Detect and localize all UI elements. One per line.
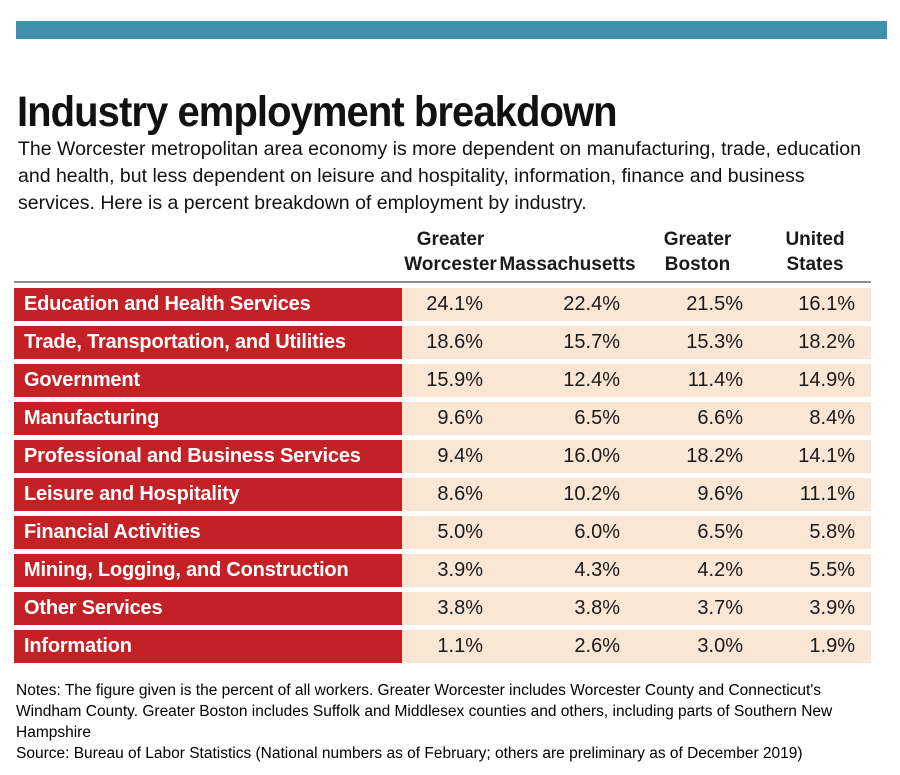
column-header-line: United [785,229,845,250]
column-header-line: Boston [664,254,731,275]
row-label: Trade, Transportation, and Utilities [14,326,402,359]
page-title: Industry employment breakdown [17,87,618,136]
table-cell: 5.0% [402,516,499,549]
table-cell: 5.8% [759,516,871,549]
table-cell: 18.6% [402,326,499,359]
table-row: Government 15.9% 12.4% 11.4% 14.9% [14,364,871,397]
table-cell: 14.1% [759,440,871,473]
row-label: Other Services [14,592,402,625]
table-cell: 9.6% [636,478,759,511]
table-cell: 24.1% [402,288,499,321]
table-cell: 15.9% [402,364,499,397]
table-cell: 6.5% [636,516,759,549]
table-cell: 14.9% [759,364,871,397]
table-row: Leisure and Hospitality 8.6% 10.2% 9.6% … [14,478,871,511]
table-cell: 3.0% [636,630,759,663]
table-cell: 6.0% [499,516,636,549]
column-header-line: States [786,254,844,275]
table-cell: 15.3% [636,326,759,359]
table-cell: 12.4% [499,364,636,397]
table-cell: 18.2% [759,326,871,359]
column-header-massachusetts: Massachusetts [499,252,636,277]
column-header-united-states: United States [759,227,871,277]
table-cell: 3.7% [636,592,759,625]
table-cell: 11.4% [636,364,759,397]
table-cell: 3.9% [402,554,499,587]
table-cell: 9.4% [402,440,499,473]
row-label: Manufacturing [14,402,402,435]
table-cell: 10.2% [499,478,636,511]
footnotes: Notes: The figure given is the percent o… [16,680,888,764]
table-cell: 11.1% [759,478,871,511]
row-label: Leisure and Hospitality [14,478,402,511]
table-cell: 5.5% [759,554,871,587]
column-header-greater-boston: Greater Boston [636,227,759,277]
notes-text: Notes: The figure given is the percent o… [16,682,833,741]
column-header-greater-worcester: Greater Worcester [402,227,499,277]
column-header-line: Greater [663,229,732,250]
row-label: Government [14,364,402,397]
table-cell: 9.6% [402,402,499,435]
table-cell: 4.3% [499,554,636,587]
table-header-row: Greater Worcester Massachusetts Greater … [14,225,871,283]
table-row: Manufacturing 9.6% 6.5% 6.6% 8.4% [14,402,871,435]
row-label: Financial Activities [14,516,402,549]
table-row: Professional and Business Services 9.4% … [14,440,871,473]
column-header-line: Worcester [404,254,497,275]
table-cell: 8.4% [759,402,871,435]
column-header-line: Massachusetts [499,254,636,275]
table-row: Financial Activities 5.0% 6.0% 6.5% 5.8% [14,516,871,549]
table-cell: 3.8% [499,592,636,625]
table-cell: 6.6% [636,402,759,435]
table-cell: 16.1% [759,288,871,321]
row-label: Mining, Logging, and Construction [14,554,402,587]
table-row: Information 1.1% 2.6% 3.0% 1.9% [14,630,871,663]
table-row: Trade, Transportation, and Utilities 18.… [14,326,871,359]
source-text: Source: Bureau of Labor Statistics (Nati… [16,745,803,762]
table-cell: 8.6% [402,478,499,511]
column-header-line: Greater [416,229,485,250]
table-cell: 21.5% [636,288,759,321]
table-cell: 6.5% [499,402,636,435]
table-cell: 18.2% [636,440,759,473]
table-cell: 4.2% [636,554,759,587]
intro-paragraph: The Worcester metropolitan area economy … [18,137,861,214]
table-cell: 3.9% [759,592,871,625]
table-cell: 16.0% [499,440,636,473]
row-label: Education and Health Services [14,288,402,321]
row-label: Professional and Business Services [14,440,402,473]
table-cell: 3.8% [402,592,499,625]
table-cell: 1.9% [759,630,871,663]
table-cell: 15.7% [499,326,636,359]
employment-table: Greater Worcester Massachusetts Greater … [14,225,871,668]
row-label: Information [14,630,402,663]
table-body: Education and Health Services 24.1% 22.4… [14,288,871,663]
table-row: Other Services 3.8% 3.8% 3.7% 3.9% [14,592,871,625]
table-row: Mining, Logging, and Construction 3.9% 4… [14,554,871,587]
table-cell: 1.1% [402,630,499,663]
accent-bar [16,21,887,39]
table-cell: 22.4% [499,288,636,321]
table-cell: 2.6% [499,630,636,663]
table-row: Education and Health Services 24.1% 22.4… [14,288,871,321]
